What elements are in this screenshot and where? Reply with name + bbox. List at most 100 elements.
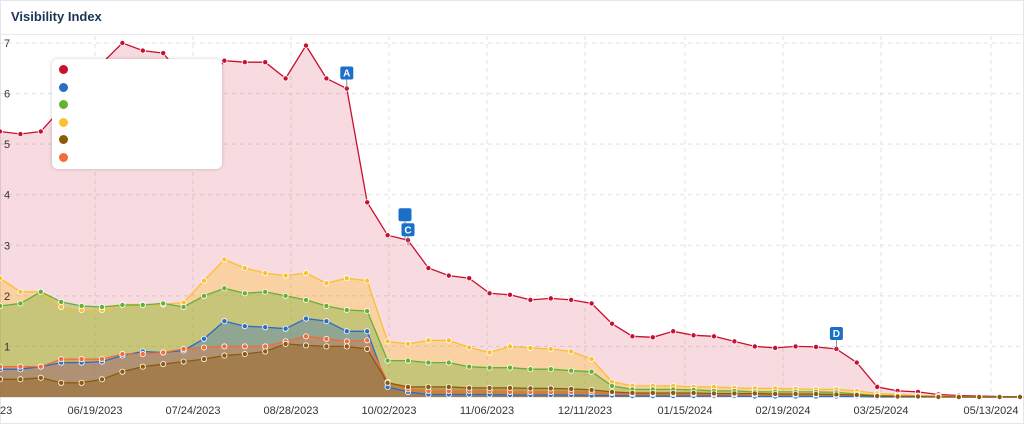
series-1-point [282,272,289,279]
series-0-point [568,296,575,303]
series-0-point [241,59,248,66]
series-1-point [568,348,575,355]
series-3-point [323,318,330,325]
series-4-point [343,338,350,345]
series-0-point [629,333,636,340]
series-0-point [711,333,718,340]
series-1-point [445,337,452,344]
legend-dot[interactable] [59,117,68,127]
legend-dot[interactable] [59,65,68,74]
series-4-point [241,343,248,350]
series-2-point [99,303,106,310]
series-2-point [547,366,554,373]
series-2-point [241,290,248,297]
series-2-point [527,366,534,373]
series-4-point [200,344,207,351]
x-tick-label: 01/15/2024 [657,405,712,417]
series-5-point [609,388,616,395]
series-0-point [221,57,228,64]
series-2-point [17,300,24,307]
series-3-point [343,328,350,335]
series-5-point [670,389,677,396]
series-1-point [404,340,411,347]
series-2-point [588,368,595,375]
x-tick-label: 03/25/2024 [853,405,908,417]
series-5-point [364,345,371,352]
series-0-point [547,295,554,302]
series-1-point [323,280,330,287]
x-tick-label: 02/19/2024 [755,405,810,417]
legend-dot[interactable] [59,82,68,92]
series-5-point [588,386,595,393]
series-2-point [200,292,207,299]
series-5-point [323,343,330,350]
series-5-point [425,383,432,390]
series-1-point [58,303,65,310]
marker-label: A [343,69,350,80]
series-5-point [833,391,840,398]
marker-flag [340,66,354,80]
series-0-point [0,128,3,135]
series-5-point [37,374,44,381]
series-5-point [241,351,248,358]
series-2-point [58,298,65,305]
x-tick-label: 05/13/2024 [963,405,1018,417]
y-axis-ticks: 1 2 3 4 5 6 7 [4,38,10,353]
series-5-point [180,358,187,365]
y-tick-label: 1 [4,341,10,353]
marker-flag [398,208,412,222]
series-0-point [119,40,126,47]
series-4-point [364,337,371,344]
series-1-point [384,338,391,345]
series-1-point [364,277,371,284]
series-2-point [384,357,391,364]
series-2-point [221,285,228,292]
series-5-point [343,343,350,350]
series-0-point [139,47,146,54]
series-5-point [751,390,758,397]
series-2-point [568,367,575,374]
y-tick-label: 7 [4,38,10,50]
series-1-point [221,256,228,263]
series-0-point [527,296,534,303]
series-5-point [792,390,799,397]
series-5-point [874,392,881,399]
x-tick-label: 11/06/2023 [460,405,514,417]
series-5-point [853,391,860,398]
legend-dot[interactable] [59,135,68,144]
series-0-point [670,328,677,335]
series-0-point [813,343,820,350]
y-tick-label: 3 [4,240,10,252]
series-5-point [78,379,85,386]
series-0-point [262,59,269,66]
series-2-point [486,364,493,371]
legend-dot[interactable] [59,100,68,109]
series-5-point [160,361,167,368]
series-3-point [364,328,371,335]
legend-dot[interactable] [59,152,68,162]
series-4-point [323,335,330,342]
marker-flag [829,326,843,340]
series-1-point [262,270,269,277]
series-5-point [629,389,636,396]
marker-label: D [833,329,840,340]
series-2-point [343,307,350,314]
marker-label: C [404,225,411,236]
series-0-point [772,344,779,351]
series-2-point [160,300,167,307]
series-4-area [0,336,1020,397]
series-1-point [588,356,595,363]
series-0-point [323,75,330,82]
series-0-point [445,272,452,279]
series-3-point [262,324,269,331]
series-0-point [486,290,493,297]
x-tick-label: 07/24/2023 [165,405,220,417]
series-2-point [609,382,616,389]
x-tick-label: 23 [0,405,12,417]
series-5-point [915,393,922,400]
y-tick-label: 5 [4,139,10,151]
series-0-point [384,232,391,239]
series-5-point [711,390,718,397]
x-tick-label: 06/19/2023 [67,405,122,417]
series-3-point [282,325,289,332]
